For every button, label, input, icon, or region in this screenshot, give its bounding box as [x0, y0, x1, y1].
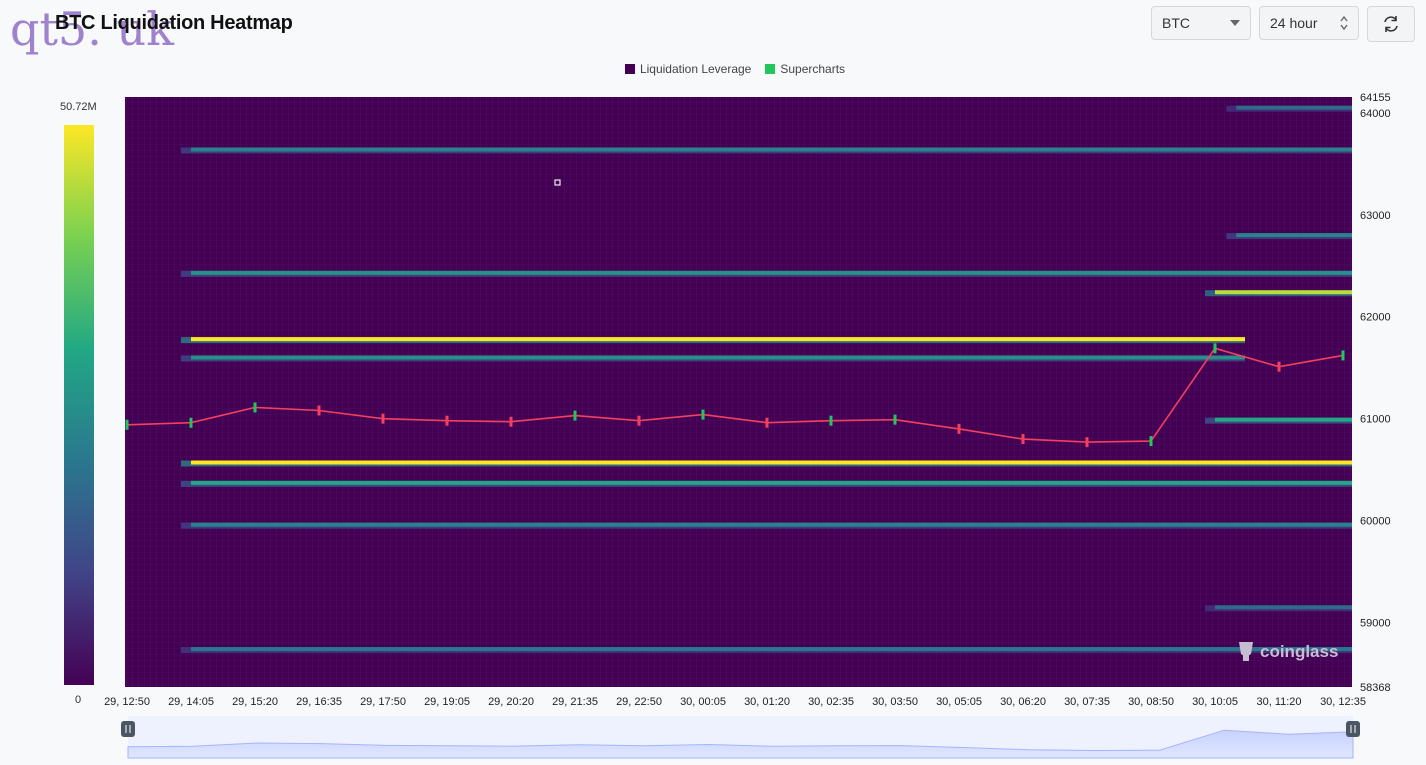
- range-select[interactable]: 24 hour: [1259, 6, 1359, 40]
- price-candle: [381, 413, 385, 424]
- liquidation-band: [191, 270, 1352, 275]
- chevron-down-icon: [1230, 20, 1240, 26]
- price-candle: [573, 410, 577, 421]
- x-tick-label: 30, 08:50: [1128, 696, 1174, 708]
- colorbar: [64, 125, 94, 685]
- symbol-select[interactable]: BTC: [1151, 6, 1251, 40]
- price-candle: [765, 417, 769, 428]
- range-select-value: 24 hour: [1270, 15, 1318, 31]
- navigator-series: [127, 729, 1354, 759]
- legend-label: Liquidation Leverage: [639, 62, 752, 76]
- price-candle: [1277, 361, 1281, 372]
- plot-grid: [125, 97, 1352, 687]
- price-candle: [317, 405, 321, 416]
- refresh-icon: [1384, 16, 1398, 32]
- x-tick-label: 30, 00:05: [680, 696, 726, 708]
- legend-item-supercharts[interactable]: Supercharts: [765, 62, 845, 76]
- coinglass-logo-icon: [1239, 642, 1253, 661]
- price-candle: [1213, 343, 1217, 354]
- y-tick-label: 58368: [1360, 682, 1391, 694]
- legend: Liquidation Leverage Supercharts: [0, 62, 1426, 76]
- liquidation-band: [191, 460, 1352, 465]
- price-candle: [1149, 436, 1153, 447]
- x-tick-label: 30, 02:35: [808, 696, 854, 708]
- price-candle: [957, 423, 961, 434]
- y-tick-label: 61000: [1360, 414, 1391, 426]
- price-candle: [445, 415, 449, 426]
- liquidation-band: [191, 147, 1352, 152]
- price-candle: [701, 409, 705, 420]
- legend-label: Supercharts: [780, 62, 846, 76]
- x-tick-label: 29, 14:05: [168, 696, 214, 708]
- liquidation-band: [1236, 233, 1352, 238]
- y-tick-label: 64155: [1360, 92, 1391, 104]
- stepper-icon: [1340, 16, 1348, 30]
- cursor-marker: [554, 179, 561, 186]
- liquidation-band: [191, 522, 1352, 527]
- price-candle: [637, 415, 641, 426]
- x-tick-label: 30, 06:20: [1000, 696, 1046, 708]
- legend-swatch: [765, 64, 776, 74]
- colorbar-max-label: 50.72M: [60, 101, 97, 113]
- x-tick-label: 29, 12:50: [104, 696, 150, 708]
- liquidation-band: [191, 337, 1245, 342]
- x-tick-label: 29, 22:50: [616, 696, 662, 708]
- x-tick-label: 29, 17:50: [360, 696, 406, 708]
- legend-swatch: [624, 64, 635, 74]
- y-tick-label: 60000: [1360, 516, 1391, 528]
- legend-item-liquidation[interactable]: Liquidation Leverage: [624, 62, 752, 76]
- navigator-right-handle[interactable]: [1346, 721, 1360, 737]
- x-tick-label: 30, 03:50: [872, 696, 918, 708]
- price-line: [126, 347, 1344, 443]
- range-navigator[interactable]: [121, 716, 1360, 759]
- price-candle: [829, 415, 833, 426]
- refresh-button[interactable]: [1367, 6, 1415, 42]
- liquidation-band: [1215, 605, 1352, 610]
- x-tick-label: 29, 16:35: [296, 696, 342, 708]
- liquidation-band: [1215, 417, 1352, 422]
- coinglass-logo: coinglass: [1236, 640, 1338, 664]
- y-tick-label: 59000: [1360, 618, 1391, 630]
- colorbar-min-label: 0: [75, 694, 82, 706]
- price-series: [125, 343, 1345, 448]
- y-tick-label: 63000: [1360, 210, 1391, 222]
- x-tick-label: 29, 15:20: [232, 696, 278, 708]
- liquidation-band: [191, 355, 1245, 360]
- navigator-left-handle[interactable]: [121, 721, 135, 737]
- x-tick-label: 30, 11:20: [1256, 696, 1301, 708]
- logo-text: coinglass: [1260, 642, 1339, 661]
- x-axis: 29, 12:50 29, 14:05 29, 15:20 29, 16:35 29, …: [104, 696, 1366, 708]
- x-tick-label: 30, 12:35: [1320, 696, 1366, 708]
- x-tick-label: 29, 20:20: [488, 696, 534, 708]
- price-candle: [1085, 437, 1089, 448]
- x-tick-label: 29, 19:05: [424, 696, 470, 708]
- x-tick-label: 30, 05:05: [936, 696, 982, 708]
- liquidation-band: [191, 647, 1352, 652]
- x-tick-label: 30, 10:05: [1192, 696, 1238, 708]
- y-tick-label: 62000: [1360, 312, 1391, 324]
- y-tick-label: 64000: [1360, 108, 1391, 120]
- symbol-select-value: BTC: [1162, 15, 1190, 31]
- price-candle: [509, 416, 513, 427]
- liquidation-bands: [181, 105, 1352, 654]
- liquidation-band: [1236, 105, 1352, 110]
- x-tick-label: 30, 01:20: [744, 696, 790, 708]
- liquidation-band: [191, 480, 1352, 485]
- x-tick-label: 30, 07:35: [1064, 696, 1110, 708]
- price-candle: [253, 402, 257, 413]
- price-candle: [125, 419, 129, 430]
- price-candle: [893, 414, 897, 425]
- price-candle: [1341, 350, 1345, 361]
- price-candle: [1021, 434, 1025, 445]
- liquidation-band: [1215, 290, 1352, 295]
- page-title: BTC Liquidation Heatmap: [55, 12, 293, 34]
- price-candle: [189, 417, 193, 428]
- y-axis: 64155 64000 63000 62000 61000 60000 59000 58368: [1360, 92, 1391, 694]
- x-tick-label: 29, 21:35: [552, 696, 598, 708]
